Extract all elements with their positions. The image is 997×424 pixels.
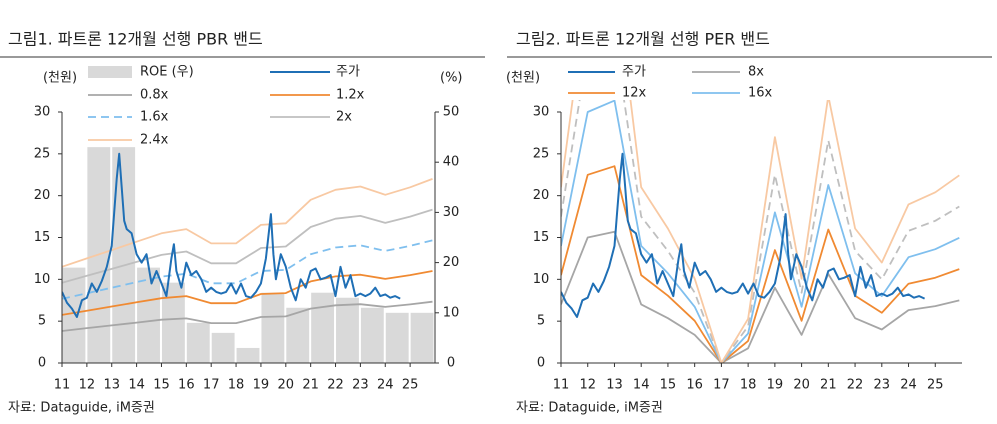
series-line: [62, 270, 433, 316]
x-tick-label: 16: [178, 378, 195, 393]
y-tick-label: 30: [34, 105, 51, 120]
series-line: [561, 152, 926, 318]
legend-label: 1.2x: [336, 88, 365, 103]
y-tick-label: 25: [34, 146, 51, 161]
legend-label: 주가: [336, 65, 360, 80]
x-tick-label: 23: [352, 378, 369, 393]
series-line: [561, 230, 960, 364]
series-line: [62, 178, 433, 268]
y2-tick-label: 50: [443, 105, 460, 120]
y2-tick-label: 0: [447, 356, 455, 371]
y2-tick-label: 20: [443, 255, 460, 270]
x-tick-label: 20: [793, 378, 810, 393]
x-tick-label: 21: [820, 378, 837, 393]
x-tick-label: 14: [633, 378, 650, 393]
x-tick-label: 23: [874, 378, 891, 393]
series-line: [62, 208, 433, 284]
y-tick-label: 5: [38, 314, 46, 329]
legend-label: 주가: [622, 65, 646, 80]
chart-title: 그림1. 파트론 12개월 선행 PBR 밴드: [8, 30, 263, 49]
x-tick-label: 20: [278, 378, 295, 393]
roe-bar: [410, 312, 434, 363]
series-line: [561, 100, 960, 364]
y-tick-label: 20: [533, 188, 550, 203]
x-tick-label: 18: [228, 378, 245, 393]
y-tick-label: 15: [34, 230, 51, 245]
legend-label: 0.8x: [140, 88, 169, 103]
plot-area: [561, 100, 960, 364]
roe-bar: [112, 147, 136, 363]
y2-tick-label: 10: [443, 305, 460, 320]
series-line: [62, 152, 401, 318]
x-tick-label: 25: [927, 378, 944, 393]
roe-bar: [336, 297, 359, 363]
series-line: [62, 300, 433, 332]
roe-bar: [261, 292, 285, 363]
x-tick-label: 13: [103, 378, 120, 393]
x-tick-label: 14: [128, 378, 145, 393]
source: 자료: Dataguide, iM증권: [516, 401, 663, 416]
legend-label: ROE (우): [140, 65, 194, 80]
roe-bar: [161, 282, 185, 363]
y-tick-label: 25: [533, 146, 550, 161]
source: 자료: Dataguide, iM증권: [8, 401, 155, 416]
y-tick-label: 10: [533, 272, 550, 287]
roe-bar: [311, 292, 335, 363]
roe-bar: [360, 307, 384, 363]
series-line: [561, 100, 960, 364]
x-tick-label: 18: [740, 378, 757, 393]
y-tick-label: 0: [38, 356, 46, 371]
x-tick-label: 22: [327, 378, 344, 393]
roe-bar: [236, 347, 260, 363]
y-tick-label: 15: [533, 230, 550, 245]
series-line: [561, 100, 960, 364]
x-tick-label: 12: [79, 378, 96, 393]
plot-area: [62, 147, 434, 363]
x-tick-label: 16: [686, 378, 703, 393]
x-tick-label: 24: [377, 378, 394, 393]
legend-label: 8x: [748, 65, 764, 80]
legend-label: 16x: [748, 86, 773, 101]
y-axis-label: (천원): [43, 71, 77, 86]
roe-bar: [62, 267, 86, 363]
x-tick-label: 22: [847, 378, 864, 393]
legend-label: 1.6x: [140, 110, 169, 125]
x-tick-label: 21: [302, 378, 319, 393]
legend-label: 2.4x: [140, 133, 169, 148]
y-tick-label: 0: [537, 356, 545, 371]
y-tick-label: 5: [537, 314, 545, 329]
roe-bar: [385, 312, 409, 363]
chart-title: 그림2. 파트론 12개월 선행 PER 밴드: [516, 30, 770, 49]
x-tick-label: 11: [54, 378, 71, 393]
x-tick-label: 19: [253, 378, 270, 393]
x-tick-label: 25: [402, 378, 419, 393]
legend-label: 12x: [622, 86, 647, 101]
x-tick-label: 19: [767, 378, 784, 393]
y2-tick-label: 40: [443, 155, 460, 170]
roe-bar: [211, 332, 235, 363]
y-tick-label: 20: [34, 188, 51, 203]
y2-axis-label: (%): [440, 71, 463, 86]
x-tick-label: 15: [660, 378, 677, 393]
y-tick-label: 10: [34, 272, 51, 287]
roe-bar: [186, 322, 210, 363]
x-tick-label: 12: [579, 378, 596, 393]
roe-bar: [137, 267, 160, 363]
roe-bar: [286, 307, 310, 363]
x-tick-label: 17: [203, 378, 220, 393]
y-tick-label: 30: [533, 105, 550, 120]
y2-tick-label: 30: [443, 205, 460, 220]
y-axis-label: (천원): [506, 71, 540, 86]
x-tick-label: 24: [900, 378, 917, 393]
legend-label: 2x: [336, 110, 352, 125]
x-tick-label: 17: [713, 378, 730, 393]
x-tick-label: 15: [153, 378, 170, 393]
x-tick-label: 11: [553, 378, 570, 393]
x-tick-label: 13: [606, 378, 623, 393]
legend-swatch: [88, 66, 132, 78]
